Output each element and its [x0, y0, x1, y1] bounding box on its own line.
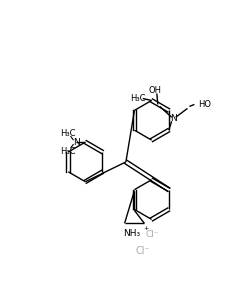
Text: H₃C: H₃C [60, 129, 75, 138]
Text: N: N [73, 138, 80, 147]
Text: ⁺: ⁺ [144, 226, 149, 236]
Text: N: N [170, 114, 177, 123]
Text: H₃C: H₃C [130, 94, 145, 103]
Text: HO: HO [198, 100, 211, 109]
Text: Cl⁻: Cl⁻ [145, 230, 159, 239]
Text: NH₃: NH₃ [123, 229, 140, 238]
Text: H₃C: H₃C [60, 146, 75, 156]
Text: OH: OH [148, 86, 161, 95]
Text: Cl⁻: Cl⁻ [135, 246, 150, 256]
